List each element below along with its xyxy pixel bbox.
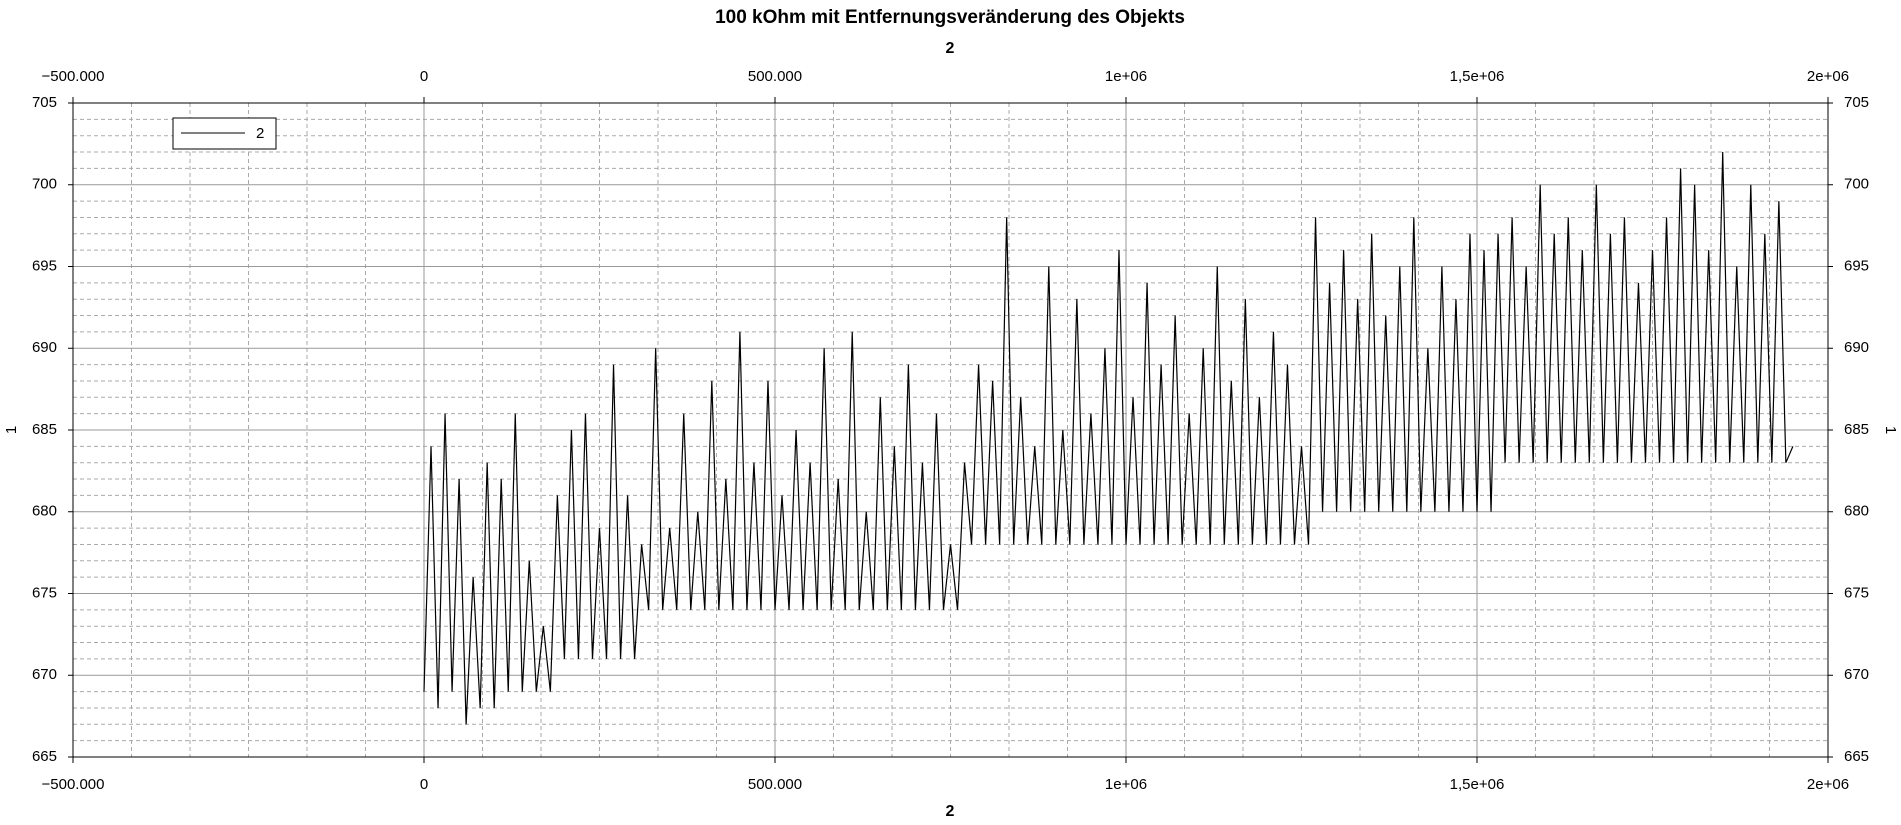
plot-frame <box>72 102 1829 758</box>
x-tick-label: 1e+06 <box>1105 776 1147 793</box>
y-tick-label-right: 665 <box>1844 748 1869 765</box>
x-tick-label-top: −500.000 <box>42 68 105 85</box>
data-line <box>423 152 1794 725</box>
x-tick-label: −500.000 <box>42 776 105 793</box>
x-tick-label: 1,5e+06 <box>1450 776 1505 793</box>
y-tick-label-right: 675 <box>1844 584 1869 601</box>
y-tick-label: 665 <box>32 748 57 765</box>
x-tick-label-top: 1e+06 <box>1105 68 1147 85</box>
x-tick-label: 500.000 <box>748 776 802 793</box>
y-tick-label: 700 <box>32 176 57 193</box>
y-tick-label: 670 <box>32 666 57 683</box>
y-tick-label: 685 <box>32 421 57 438</box>
x-tick-label-top: 0 <box>420 68 428 85</box>
y-axis-title-right: 1 <box>1882 426 1899 434</box>
chart-title: 100 kOhm mit Entfernungsveränderung des … <box>715 7 1185 28</box>
y-tick-label-right: 695 <box>1844 257 1869 274</box>
y-tick-label-right: 705 <box>1844 94 1869 111</box>
y-tick-label: 690 <box>32 339 57 356</box>
x-tick-label-top: 2e+06 <box>1807 68 1849 85</box>
y-tick-label-right: 700 <box>1844 176 1869 193</box>
y-tick-label-right: 685 <box>1844 421 1869 438</box>
x-tick-label: 0 <box>420 776 428 793</box>
x-axis-title: 2 <box>946 803 955 820</box>
y-tick-label: 705 <box>32 94 57 111</box>
y-tick-label: 680 <box>32 503 57 520</box>
x-tick-label-top: 500.000 <box>748 68 802 85</box>
y-tick-label: 675 <box>32 584 57 601</box>
y-axis-title: 1 <box>3 426 20 434</box>
legend-label: 2 <box>256 125 264 142</box>
x-tick-label-top: 1,5e+06 <box>1450 68 1505 85</box>
y-tick-label-right: 670 <box>1844 666 1869 683</box>
x-tick-label: 2e+06 <box>1807 776 1849 793</box>
x-axis-title-top: 2 <box>946 40 955 57</box>
y-tick-label-right: 690 <box>1844 339 1869 356</box>
y-tick-label: 695 <box>32 257 57 274</box>
y-tick-label-right: 680 <box>1844 503 1869 520</box>
